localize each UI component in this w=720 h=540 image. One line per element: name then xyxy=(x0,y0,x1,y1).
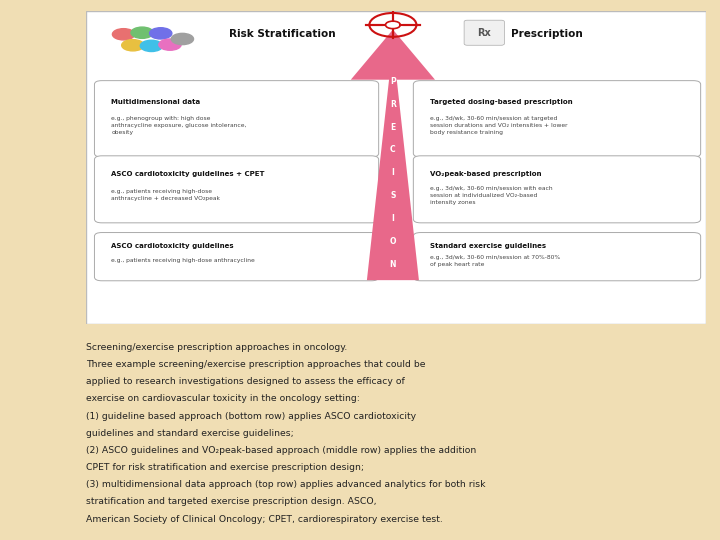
Text: exercise on cardiovascular toxicity in the oncology setting:: exercise on cardiovascular toxicity in t… xyxy=(86,394,360,403)
Text: applied to research investigations designed to assess the efficacy of: applied to research investigations desig… xyxy=(86,377,405,386)
FancyBboxPatch shape xyxy=(94,80,379,157)
Text: E: E xyxy=(390,123,395,132)
Text: CPET for risk stratification and exercise prescription design;: CPET for risk stratification and exercis… xyxy=(86,463,364,472)
Text: e.g., 3d/wk, 30-60 min/session at targeted
session durations and VO₂ intensities: e.g., 3d/wk, 30-60 min/session at target… xyxy=(430,116,567,135)
Text: C: C xyxy=(390,145,396,154)
Text: Risk Stratification: Risk Stratification xyxy=(229,29,336,39)
Polygon shape xyxy=(367,67,419,280)
Text: S: S xyxy=(390,191,395,200)
Text: (2) ASCO guidelines and VO₂peak-based approach (middle row) applies the addition: (2) ASCO guidelines and VO₂peak-based ap… xyxy=(86,446,477,455)
Text: O: O xyxy=(390,237,396,246)
Text: ASCO cardiotoxicity guidelines + CPET: ASCO cardiotoxicity guidelines + CPET xyxy=(111,171,265,178)
Text: ASCO cardiotoxicity guidelines: ASCO cardiotoxicity guidelines xyxy=(111,244,234,249)
Text: Multidimensional data: Multidimensional data xyxy=(111,99,200,105)
Text: Screening/exercise prescription approaches in oncology.: Screening/exercise prescription approach… xyxy=(86,343,348,352)
FancyBboxPatch shape xyxy=(94,156,379,223)
Text: VO₂peak-based prescription: VO₂peak-based prescription xyxy=(430,171,541,178)
FancyBboxPatch shape xyxy=(413,156,701,223)
Circle shape xyxy=(150,28,172,39)
Circle shape xyxy=(171,33,194,45)
Text: (1) guideline based approach (bottom row) applies ASCO cardiotoxicity: (1) guideline based approach (bottom row… xyxy=(86,411,417,421)
Circle shape xyxy=(131,27,153,38)
Text: Three example screening/exercise prescription approaches that could be: Three example screening/exercise prescri… xyxy=(86,360,426,369)
FancyBboxPatch shape xyxy=(464,20,504,45)
Polygon shape xyxy=(351,30,435,80)
Text: I: I xyxy=(392,214,395,223)
Text: e.g., phenogroup with: high dose
anthracycline exposure, glucose intolerance,
ob: e.g., phenogroup with: high dose anthrac… xyxy=(111,116,246,135)
Text: P: P xyxy=(390,77,396,86)
FancyBboxPatch shape xyxy=(413,80,701,157)
Circle shape xyxy=(159,39,181,50)
Text: R: R xyxy=(390,100,396,109)
Circle shape xyxy=(140,40,163,51)
Text: guidelines and standard exercise guidelines;: guidelines and standard exercise guideli… xyxy=(86,429,294,438)
Text: e.g., patients receiving high-dose anthracycline: e.g., patients receiving high-dose anthr… xyxy=(111,258,255,263)
Text: Prescription: Prescription xyxy=(510,29,582,39)
Text: American Society of Clinical Oncology; CPET, cardiorespiratory exercise test.: American Society of Clinical Oncology; C… xyxy=(86,515,443,524)
Text: Rx: Rx xyxy=(477,28,491,38)
FancyBboxPatch shape xyxy=(413,233,701,281)
Text: Targeted dosing-based prescription: Targeted dosing-based prescription xyxy=(430,99,572,105)
Circle shape xyxy=(122,39,144,51)
Text: (3) multidimensional data approach (top row) applies advanced analytics for both: (3) multidimensional data approach (top … xyxy=(86,480,486,489)
Text: e.g., 3d/wk, 30-60 min/session with each
session at individualized VO₂-based
int: e.g., 3d/wk, 30-60 min/session with each… xyxy=(430,186,553,205)
Text: Standard exercise guidelines: Standard exercise guidelines xyxy=(430,244,546,249)
Text: stratification and targeted exercise prescription design. ASCO,: stratification and targeted exercise pre… xyxy=(86,497,377,507)
Text: I: I xyxy=(392,168,395,177)
FancyBboxPatch shape xyxy=(86,11,706,324)
FancyBboxPatch shape xyxy=(94,233,379,281)
Circle shape xyxy=(112,29,135,40)
Text: e.g., 3d/wk, 30-60 min/session at 70%-80%
of peak heart rate: e.g., 3d/wk, 30-60 min/session at 70%-80… xyxy=(430,255,560,267)
Text: e.g., patients receiving high-dose
anthracycline + decreased VO₂peak: e.g., patients receiving high-dose anthr… xyxy=(111,190,220,201)
Text: N: N xyxy=(390,260,396,269)
